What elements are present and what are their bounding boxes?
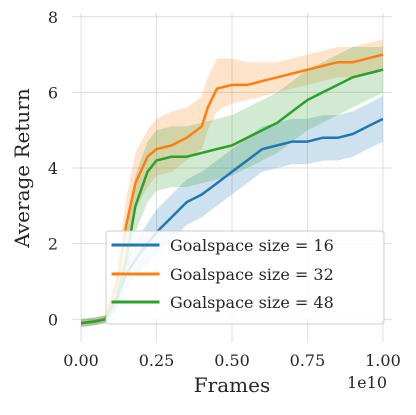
y-ticks: 0 2 4 6 8 xyxy=(48,8,58,330)
x-tick-label: 0.25 xyxy=(139,351,175,370)
legend-label-16: Goalspace size = 16 xyxy=(170,236,334,255)
legend-box xyxy=(105,230,385,325)
legend: Goalspace size = 16 Goalspace size = 32 … xyxy=(105,230,385,325)
y-tick-label: 2 xyxy=(48,235,58,254)
x-tick-label: 0.75 xyxy=(290,351,326,370)
legend-label-48: Goalspace size = 48 xyxy=(170,293,334,312)
y-tick-label: 6 xyxy=(48,83,58,102)
x-axis-label: Frames xyxy=(194,373,270,397)
y-tick-label: 8 xyxy=(48,8,58,27)
x-tick-label: 0.00 xyxy=(63,351,99,370)
y-tick-label: 0 xyxy=(48,310,58,329)
y-axis-label: Average Return xyxy=(10,88,34,249)
band-48 xyxy=(81,47,383,327)
legend-label-32: Goalspace size = 32 xyxy=(170,265,334,284)
x-offset-label: 1e10 xyxy=(347,373,387,392)
band-16 xyxy=(81,96,383,327)
y-tick-label: 4 xyxy=(48,159,58,178)
x-ticks: 0.00 0.25 0.50 0.75 1.00 xyxy=(63,351,401,370)
x-tick-label: 1.00 xyxy=(365,351,401,370)
x-tick-label: 0.50 xyxy=(214,351,250,370)
